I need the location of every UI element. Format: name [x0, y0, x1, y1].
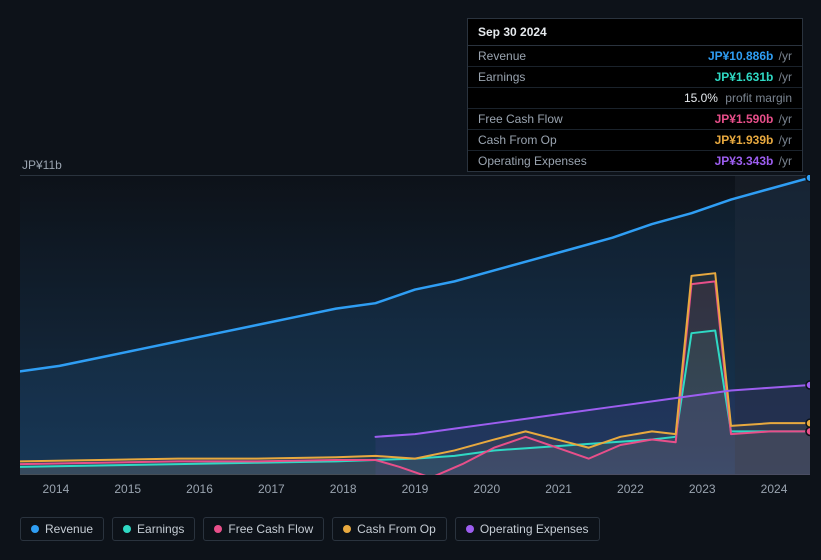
tooltip-row-unit: /yr [775, 133, 792, 147]
tooltip-row-label [478, 91, 684, 105]
data-tooltip: Sep 30 2024 RevenueJP¥10.886b /yrEarning… [467, 18, 803, 172]
x-axis-tick: 2016 [164, 482, 236, 500]
tooltip-row-value: JP¥1.590b [715, 112, 774, 126]
tooltip-row-value: JP¥3.343b [715, 154, 774, 168]
tooltip-row-unit: /yr [775, 49, 792, 63]
tooltip-row-value: JP¥1.631b [715, 70, 774, 84]
tooltip-row-unit: /yr [775, 112, 792, 126]
legend-item[interactable]: Free Cash Flow [203, 517, 324, 541]
x-axis-tick: 2018 [307, 482, 379, 500]
tooltip-rows: RevenueJP¥10.886b /yrEarningsJP¥1.631b /… [468, 46, 802, 171]
legend-label: Earnings [137, 522, 184, 536]
x-axis-tick: 2021 [523, 482, 595, 500]
x-axis-tick: 2014 [20, 482, 92, 500]
legend-label: Operating Expenses [480, 522, 589, 536]
legend-dot-icon [31, 525, 39, 533]
chart-svg [20, 175, 810, 475]
tooltip-date: Sep 30 2024 [468, 19, 802, 46]
tooltip-row-value: JP¥1.939b [715, 133, 774, 147]
legend-item[interactable]: Revenue [20, 517, 104, 541]
legend-label: Revenue [45, 522, 93, 536]
legend-dot-icon [214, 525, 222, 533]
x-axis-tick: 2023 [666, 482, 738, 500]
tooltip-row-value: 15.0% [684, 91, 718, 105]
legend-dot-icon [343, 525, 351, 533]
line-chart [20, 175, 810, 475]
tooltip-row: EarningsJP¥1.631b /yr [468, 67, 802, 88]
legend-dot-icon [466, 525, 474, 533]
tooltip-row-label: Revenue [478, 49, 708, 63]
x-axis-tick: 2022 [595, 482, 667, 500]
legend-item[interactable]: Earnings [112, 517, 195, 541]
tooltip-row-label: Free Cash Flow [478, 112, 715, 126]
x-axis-tick: 2024 [738, 482, 810, 500]
legend-item[interactable]: Cash From Op [332, 517, 447, 541]
tooltip-row: 15.0% profit margin [468, 88, 802, 109]
x-axis-tick: 2015 [92, 482, 164, 500]
legend-item[interactable]: Operating Expenses [455, 517, 600, 541]
legend: Revenue Earnings Free Cash Flow Cash From O… [20, 517, 600, 541]
y-axis-max-label: JP¥11b [22, 158, 62, 172]
legend-dot-icon [123, 525, 131, 533]
tooltip-row-label: Operating Expenses [478, 154, 715, 168]
tooltip-row-value: JP¥10.886b [708, 49, 773, 63]
x-axis-tick: 2020 [451, 482, 523, 500]
tooltip-row-unit: profit margin [722, 91, 792, 105]
legend-label: Cash From Op [357, 522, 436, 536]
tooltip-row-unit: /yr [775, 154, 792, 168]
tooltip-row-label: Cash From Op [478, 133, 715, 147]
tooltip-row: Cash From OpJP¥1.939b /yr [468, 130, 802, 151]
tooltip-row: Operating ExpensesJP¥3.343b /yr [468, 151, 802, 171]
tooltip-row: RevenueJP¥10.886b /yr [468, 46, 802, 67]
x-axis: 2014201520162017201820192020202120222023… [20, 482, 810, 500]
tooltip-row: Free Cash FlowJP¥1.590b /yr [468, 109, 802, 130]
x-axis-tick: 2019 [379, 482, 451, 500]
legend-label: Free Cash Flow [228, 522, 313, 536]
tooltip-row-label: Earnings [478, 70, 715, 84]
tooltip-row-unit: /yr [775, 70, 792, 84]
x-axis-tick: 2017 [235, 482, 307, 500]
